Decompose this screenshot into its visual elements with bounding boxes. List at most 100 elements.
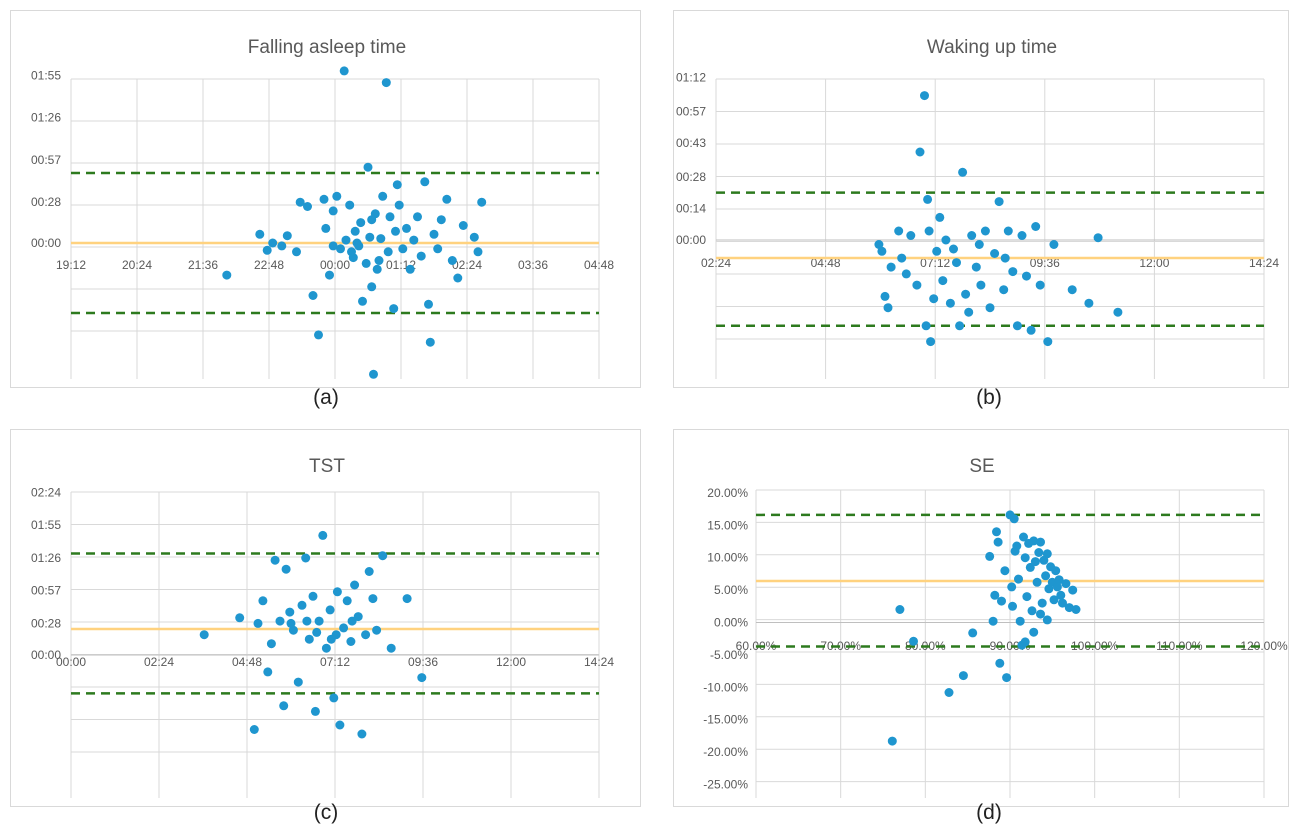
chart-title: TST [309, 456, 345, 477]
data-point [391, 226, 400, 236]
y-tick-label: 01:12 [676, 71, 706, 85]
data-point [222, 270, 232, 280]
data-point [997, 596, 1006, 606]
data-point [1029, 627, 1039, 637]
data-point [926, 337, 936, 347]
data-point [958, 167, 968, 177]
data-point [961, 289, 971, 299]
y-tick-label: 00:57 [676, 104, 706, 118]
data-point [420, 177, 430, 187]
data-point [286, 618, 296, 628]
data-point [425, 337, 435, 347]
chart-waking-up: Waking up time 01:12 00:57 00:43 00:28 00:14 0… [676, 37, 1279, 379]
data-point [416, 251, 426, 261]
data-point [368, 594, 378, 604]
data-point [347, 247, 356, 257]
data-point [980, 226, 990, 236]
data-point [376, 234, 386, 244]
data-point [894, 226, 904, 236]
data-point [985, 303, 995, 313]
data-point [990, 590, 1000, 600]
data-point [895, 605, 905, 614]
y-tick-label: -20.00% [703, 745, 748, 759]
data-point [1020, 553, 1030, 563]
y-tick-label: 0.00% [714, 616, 748, 630]
y-tick-label: 01:26 [31, 111, 61, 125]
data-point [347, 616, 357, 626]
data-point [955, 321, 965, 331]
data-point [372, 625, 382, 635]
data-point [1042, 549, 1052, 559]
data-point [906, 231, 916, 240]
data-point [976, 280, 986, 290]
data-point [995, 658, 1005, 668]
data-point [994, 197, 1004, 207]
data-point [1000, 253, 1010, 263]
data-point [1093, 233, 1103, 243]
y-tick-label: 5.00% [714, 583, 748, 597]
chart-panel-falling-asleep: Falling asleep time 01:55 01:26 00:57 00:28 0… [10, 10, 641, 388]
data-point [378, 191, 388, 201]
data-point [1032, 577, 1042, 587]
data-point [1029, 536, 1039, 546]
data-point [342, 596, 352, 606]
caption-c: (c) [313, 801, 339, 824]
data-point [417, 673, 427, 683]
data-point [339, 623, 349, 633]
data-point [270, 555, 280, 565]
data-point [367, 282, 377, 292]
data-point [1037, 598, 1047, 608]
data-point [874, 240, 884, 249]
data-point [365, 232, 375, 242]
data-point [263, 667, 273, 677]
data-point [1009, 514, 1019, 524]
data-point [453, 273, 463, 283]
data-point [398, 244, 408, 254]
x-tick-label: 03:36 [518, 258, 548, 272]
data-point [999, 285, 1009, 295]
chart-se: SE 20.00% 15.00% 10.00% 5.00% 0.00% -5.00% -10.… [703, 456, 1288, 798]
data-point [941, 235, 951, 245]
data-point [424, 299, 433, 309]
y-tick-label: 15.00% [707, 518, 748, 532]
x-tick-label: 09:36 [408, 655, 438, 669]
y-tick-label: 00:00 [31, 236, 61, 250]
data-point [924, 226, 934, 236]
data-point [971, 262, 981, 272]
data-point [303, 202, 312, 211]
x-tick-label: 22:48 [254, 258, 284, 272]
y-tick-label: -15.00% [703, 713, 748, 727]
data-point [1022, 271, 1031, 281]
data-point [944, 688, 954, 697]
x-tick-label: 02:24 [144, 655, 174, 669]
data-point [199, 630, 209, 640]
data-point [350, 580, 360, 590]
x-tick-label: 07:12 [920, 256, 950, 270]
data-point [381, 78, 391, 88]
data-point [877, 246, 887, 256]
data-point [295, 197, 305, 207]
y-tick-label: 00:57 [31, 584, 61, 598]
x-tick-label: 02:24 [701, 256, 731, 270]
data-point [915, 147, 925, 157]
data-point [883, 303, 893, 313]
data-point [304, 634, 314, 644]
data-point [1067, 285, 1077, 295]
chart-title: Falling asleep time [248, 37, 406, 58]
data-point [1003, 226, 1013, 236]
data-point [339, 66, 349, 76]
data-point [402, 223, 411, 233]
data-point [405, 264, 415, 274]
data-point [1054, 575, 1064, 585]
data-point [374, 256, 384, 265]
data-point [1056, 590, 1066, 600]
x-tick-label: 12:00 [1139, 256, 1169, 270]
x-tick-label: 70.00% [820, 639, 861, 653]
data-point [1017, 231, 1027, 240]
data-point [473, 247, 483, 257]
data-point [346, 637, 356, 646]
data-point [321, 643, 331, 653]
x-tick-label: 09:36 [1030, 256, 1060, 270]
data-point [235, 613, 245, 623]
